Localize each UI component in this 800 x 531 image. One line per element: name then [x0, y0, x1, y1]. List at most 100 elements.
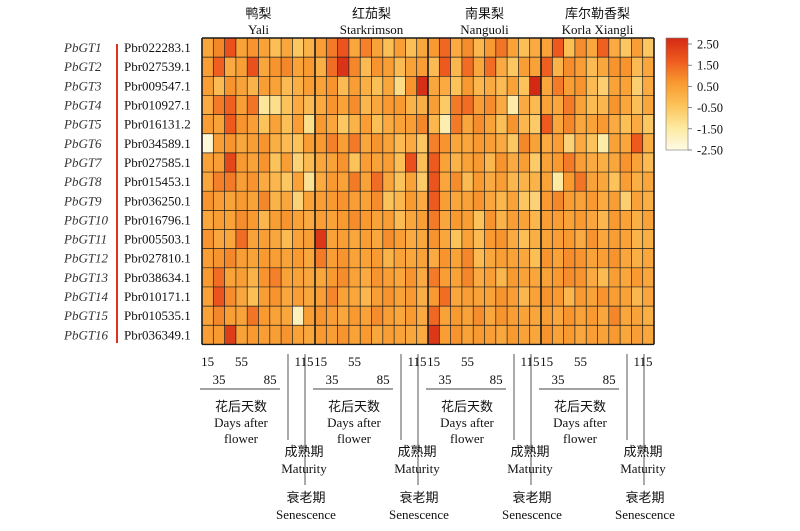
heatmap-cell — [428, 114, 440, 134]
heatmap-cell — [574, 210, 587, 230]
accession-label: Pbr036250.1 — [124, 193, 191, 208]
x-tick-label: 15 — [201, 354, 214, 369]
heatmap-cell — [382, 57, 395, 77]
heatmap-cell — [371, 210, 383, 230]
heatmap-cell — [631, 210, 643, 230]
heatmap-cell — [405, 248, 417, 268]
heatmap-cell — [495, 286, 508, 307]
heatmap-cell — [258, 286, 270, 307]
heatmap-cell — [473, 172, 485, 192]
heatmap-cell — [213, 114, 225, 134]
heatmap-cell — [428, 306, 440, 326]
heatmap-cell — [461, 306, 474, 326]
heatmap-cell — [303, 133, 315, 153]
heatmap-cell — [315, 38, 327, 58]
heatmap-cell — [416, 114, 428, 134]
heatmap-cell — [281, 325, 293, 345]
heatmap-cell — [202, 172, 214, 192]
heatmap-cell — [574, 95, 587, 115]
heatmap-cell — [495, 76, 508, 96]
heatmap-cell — [394, 172, 406, 192]
heatmap-cell — [439, 325, 451, 345]
heatmap-cell — [518, 57, 530, 77]
heatmap-cell — [597, 76, 609, 96]
heatmap-cell — [303, 191, 315, 211]
heatmap-cell — [473, 38, 485, 58]
heatmap-cell — [631, 191, 643, 211]
heatmap-cell — [235, 95, 248, 115]
heatmap-cell — [608, 191, 621, 211]
heatmap-cell — [371, 95, 383, 115]
heatmap-cell — [247, 133, 259, 153]
heatmap-cell — [541, 38, 553, 58]
accession-label: Pbr027585.1 — [124, 155, 191, 170]
heatmap-cell — [235, 76, 248, 96]
heatmap-cell — [348, 114, 361, 134]
heatmap-cell — [507, 229, 519, 249]
heatmap-cell — [405, 229, 417, 249]
heatmap-cell — [586, 172, 598, 192]
heatmap-cell — [473, 152, 485, 173]
heatmap-cell — [258, 306, 270, 326]
maturity-zh: 成熟期 — [284, 444, 323, 459]
gene-label: PbGT5 — [63, 117, 102, 132]
heatmap-cell — [281, 57, 293, 77]
heatmap-cell — [529, 267, 541, 287]
heatmap-cell — [597, 191, 609, 211]
heatmap-cell — [213, 286, 225, 307]
heatmap-cell — [631, 152, 643, 173]
heatmap-cell — [394, 210, 406, 230]
heatmap-cell — [213, 172, 225, 192]
heatmap-cell — [631, 172, 643, 192]
heatmap-cell — [258, 248, 270, 268]
heatmap-cell — [416, 76, 428, 96]
heatmap-cell — [281, 133, 293, 153]
heatmap-cell — [269, 325, 282, 345]
heatmap-cell — [574, 267, 587, 287]
colorbar-tick-label: 0.50 — [697, 80, 719, 94]
heatmap-cell — [360, 133, 372, 153]
x-tick-label: 85 — [490, 372, 503, 387]
heatmap-cell — [529, 133, 541, 153]
accession-label: Pbr036349.1 — [124, 327, 191, 342]
heatmap-cell — [507, 210, 519, 230]
heatmap-cell — [439, 286, 451, 307]
heatmap-cell — [642, 172, 654, 192]
heatmap-cell — [224, 267, 236, 287]
heatmap-cell — [608, 114, 621, 134]
heatmap-cell — [563, 267, 575, 287]
heatmap-cell — [292, 57, 304, 77]
heatmap-cell — [247, 114, 259, 134]
heatmap-cell — [642, 306, 654, 326]
x-tick-label: 115 — [521, 354, 540, 369]
heatmap-cell — [518, 229, 530, 249]
gene-label: PbGT12 — [63, 251, 109, 266]
heatmap-cell — [574, 191, 587, 211]
heatmap-cell — [416, 325, 428, 345]
heatmap-cell — [552, 114, 564, 134]
heatmap-cell — [235, 229, 248, 249]
heatmap-cell — [360, 191, 372, 211]
heatmap-cell — [450, 229, 462, 249]
heatmap-cell — [631, 267, 643, 287]
heatmap-cell — [360, 325, 372, 345]
heatmap-cell — [315, 191, 327, 211]
heatmap-cell — [303, 229, 315, 249]
heatmap-cell — [202, 306, 214, 326]
heatmap-cell — [292, 38, 304, 58]
heatmap-cell — [507, 152, 519, 173]
days-after-flower-en: Days after — [214, 415, 268, 430]
colorbar-tick-label: -0.50 — [697, 101, 723, 115]
heatmap-cell — [202, 133, 214, 153]
heatmap-cell — [326, 248, 338, 268]
heatmap-cell — [461, 267, 474, 287]
heatmap-cell — [348, 325, 361, 345]
heatmap-cell — [529, 172, 541, 192]
heatmap-cell — [247, 76, 259, 96]
heatmap-cell — [484, 133, 496, 153]
senescence-zh: 衰老期 — [512, 490, 551, 505]
heatmap-cell — [529, 248, 541, 268]
heatmap-cell — [552, 133, 564, 153]
heatmap-cell — [473, 133, 485, 153]
